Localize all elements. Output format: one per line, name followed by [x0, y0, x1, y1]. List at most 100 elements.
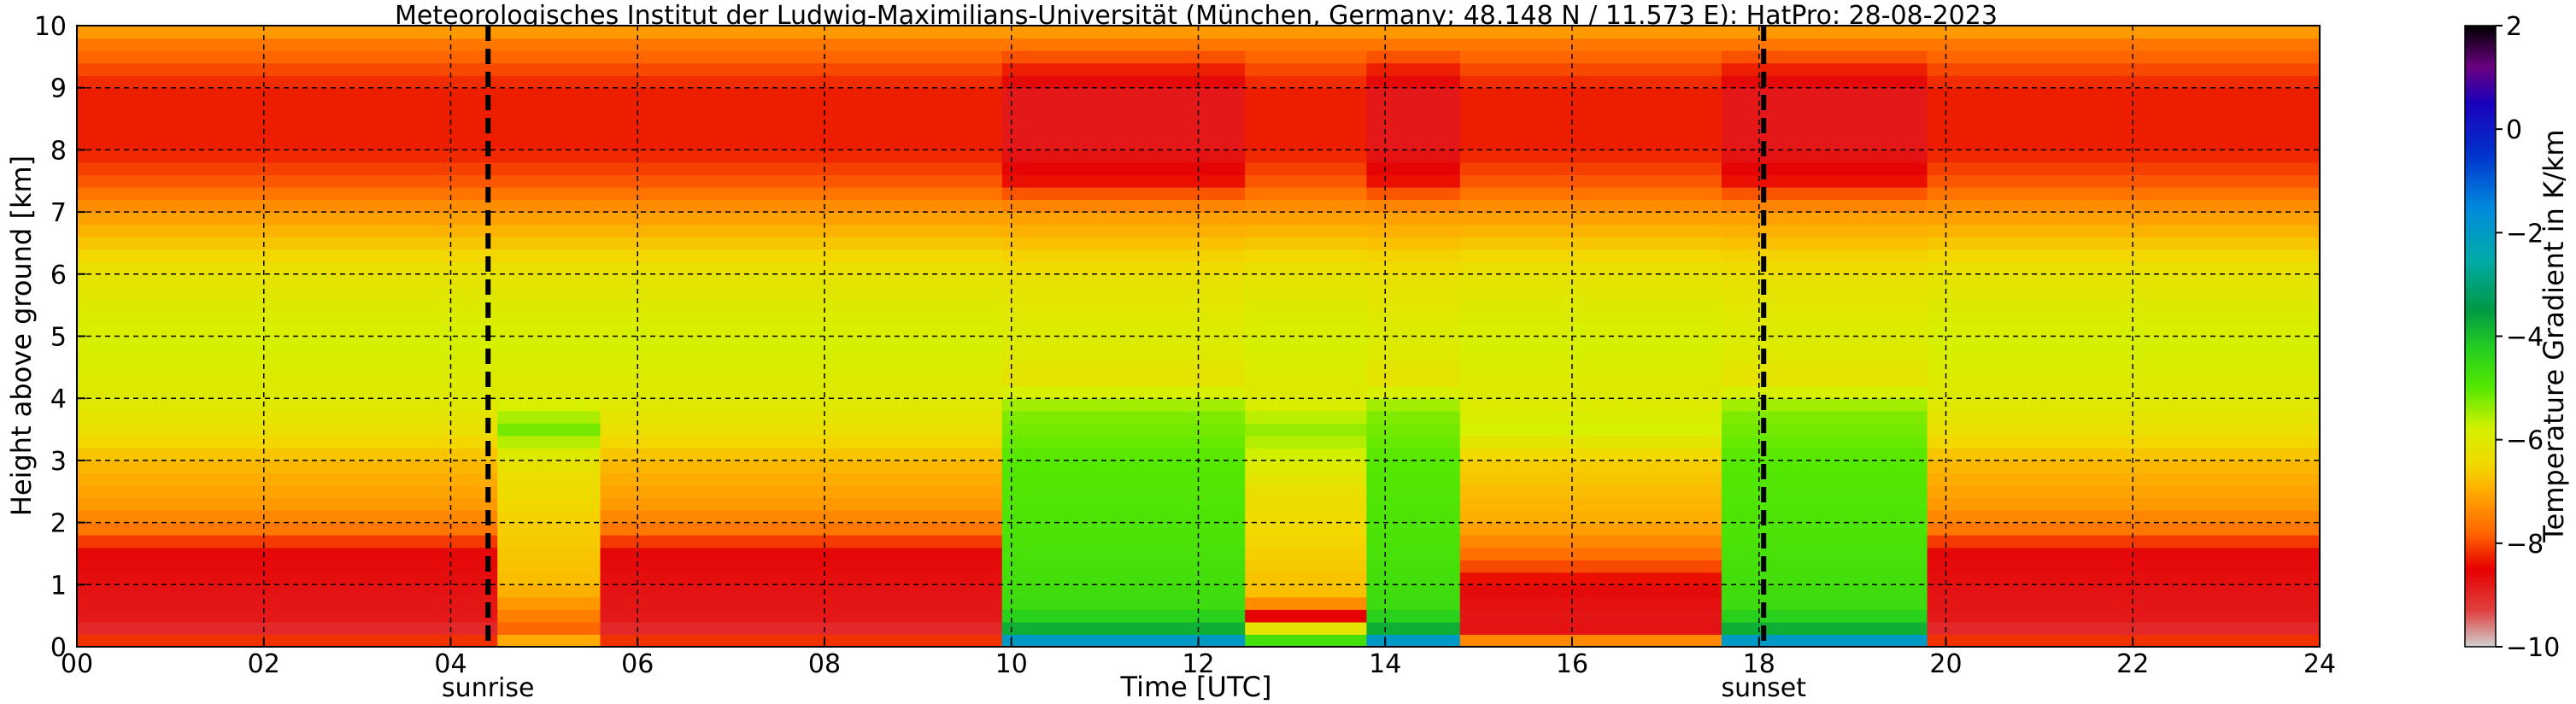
heatmap-cell — [1459, 249, 1722, 262]
heatmap-cell — [77, 621, 498, 635]
heatmap-cell — [1722, 349, 1928, 362]
heatmap-cell — [497, 137, 601, 150]
heatmap-cell — [497, 572, 601, 585]
heatmap-cell — [1459, 361, 1722, 374]
y-axis-label: Height above ground [km] — [5, 155, 38, 516]
heatmap-cell — [77, 75, 498, 89]
heatmap-cell — [1366, 212, 1461, 226]
heatmap-cell — [1366, 174, 1461, 188]
heatmap-cell — [1366, 485, 1461, 499]
heatmap-cell — [1927, 373, 2321, 387]
heatmap-cell — [497, 522, 601, 536]
heatmap-cell — [77, 423, 498, 437]
heatmap-cell — [600, 460, 1003, 473]
heatmap-cell — [1927, 311, 2321, 325]
heatmap-cell — [497, 125, 601, 138]
heatmap-cell — [1459, 199, 1722, 213]
heatmap-cell — [77, 286, 498, 300]
colorbar-tick-label: −6 — [2506, 426, 2544, 456]
heatmap-cell — [600, 273, 1003, 287]
heatmap-cell — [1927, 621, 2321, 635]
heatmap-cell — [600, 423, 1003, 437]
heatmap-cell — [1722, 75, 1928, 89]
heatmap-cell — [497, 435, 601, 449]
heatmap-cell — [497, 510, 601, 524]
heatmap-cell — [1001, 621, 1246, 635]
heatmap-cell — [1001, 572, 1246, 585]
heatmap-cell — [1245, 298, 1367, 312]
heatmap-cell — [1927, 423, 2321, 437]
heatmap-cell — [1459, 311, 1722, 325]
x-tick-label: 06 — [621, 649, 654, 679]
heatmap-cell — [1459, 497, 1722, 511]
heatmap-cell — [497, 609, 601, 623]
heatmap-cell — [1245, 497, 1367, 511]
heatmap-cell — [1722, 125, 1928, 138]
heatmap-cell — [497, 75, 601, 89]
heatmap-cell — [600, 398, 1003, 412]
heatmap-cell — [1245, 187, 1367, 201]
heatmap-cell — [1927, 522, 2321, 536]
heatmap-cell — [77, 609, 498, 623]
heatmap-cell — [1245, 237, 1367, 250]
heatmap-cell — [1245, 621, 1367, 635]
heatmap-cell — [1459, 224, 1722, 238]
heatmap-cell — [1245, 311, 1367, 325]
heatmap-cell — [1927, 212, 2321, 226]
heatmap-cell — [1459, 261, 1722, 275]
heatmap-cell — [1459, 161, 1722, 175]
y-tick-label: 10 — [34, 12, 67, 42]
heatmap-cell — [1001, 410, 1246, 424]
heatmap-cell — [497, 298, 601, 312]
heatmap-cell — [1459, 349, 1722, 362]
heatmap-cell — [1722, 26, 1928, 39]
heatmap-cell — [1366, 584, 1461, 598]
heatmap-cell — [77, 373, 498, 387]
heatmap-cell — [600, 560, 1003, 573]
heatmap-cell — [1459, 150, 1722, 163]
heatmap-cell — [1001, 497, 1246, 511]
heatmap-cell — [77, 510, 498, 524]
colorbar-tick-label: −10 — [2506, 633, 2560, 663]
heatmap-cell — [77, 261, 498, 275]
heatmap-cell — [1722, 373, 1928, 387]
heatmap-cell — [1001, 324, 1246, 337]
heatmap-cell — [1001, 361, 1246, 374]
heatmap-cell — [1459, 510, 1722, 524]
heatmap-cell — [497, 26, 601, 39]
heatmap-cell — [77, 324, 498, 337]
heatmap-cell — [600, 336, 1003, 349]
heatmap-cell — [1001, 199, 1246, 213]
y-axis-ticks: 0 1 2 3 4 5 6 7 8 9 10 — [34, 12, 85, 663]
heatmap-cell — [77, 311, 498, 325]
heatmap-cell — [77, 100, 498, 114]
heatmap-cell — [1459, 50, 1722, 64]
heatmap-cell — [1722, 336, 1928, 349]
heatmap-cell — [77, 435, 498, 449]
heatmap-cell — [1245, 349, 1367, 362]
heatmap-cell — [1245, 224, 1367, 238]
heatmap-cell — [1459, 423, 1722, 437]
heatmap-cell — [1245, 373, 1367, 387]
heatmap-cells — [77, 26, 2321, 648]
heatmap-cell — [1001, 472, 1246, 486]
heatmap-cell — [1459, 237, 1722, 250]
x-tick-label: 12 — [1182, 649, 1214, 679]
heatmap-cell — [1459, 547, 1722, 560]
heatmap-cell — [1001, 510, 1246, 524]
heatmap-cell — [1366, 161, 1461, 175]
heatmap-cell — [600, 485, 1003, 499]
heatmap-cell — [1722, 361, 1928, 374]
heatmap-cell — [1245, 199, 1367, 213]
heatmap-cell — [600, 609, 1003, 623]
heatmap-cell — [1366, 199, 1461, 213]
heatmap-cell — [1366, 560, 1461, 573]
y-tick-label: 5 — [50, 323, 67, 353]
heatmap-cell — [77, 361, 498, 374]
x-tick-label: 20 — [1929, 649, 1962, 679]
heatmap-cell — [77, 249, 498, 262]
heatmap-cell — [600, 298, 1003, 312]
heatmap-cell — [1722, 584, 1928, 598]
heatmap-cell — [600, 373, 1003, 387]
heatmap-cell — [1245, 385, 1367, 399]
